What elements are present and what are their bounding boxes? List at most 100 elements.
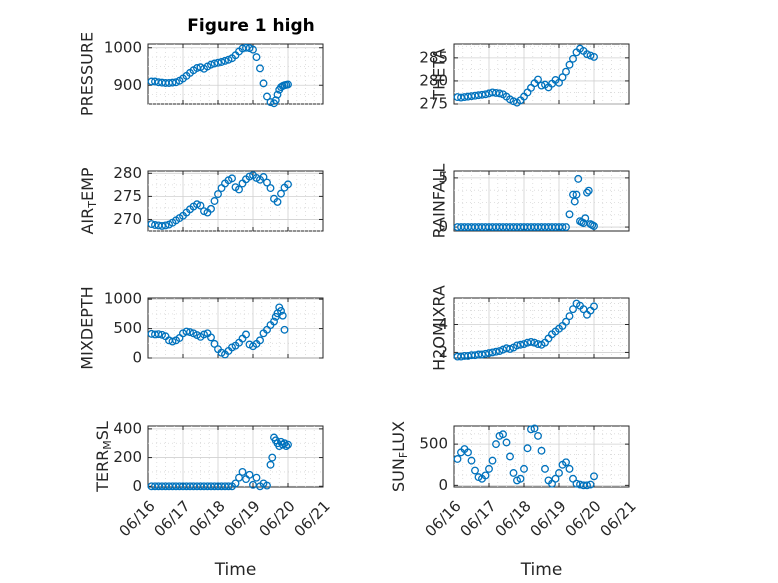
data-point xyxy=(280,325,289,334)
x-tick-label: 06/17 xyxy=(456,497,499,540)
y-tick-label: 0 xyxy=(438,218,448,236)
data-point xyxy=(516,340,525,349)
data-point xyxy=(147,220,156,229)
figure-title: Figure 1 high xyxy=(187,16,315,36)
data-point xyxy=(562,458,570,467)
data-point xyxy=(570,197,579,206)
data-point xyxy=(259,79,268,88)
data-point xyxy=(263,178,271,187)
data-point xyxy=(168,337,177,346)
plot-area xyxy=(147,43,324,105)
axes-5: 0 500 1000 MIXDEPTH xyxy=(78,286,324,370)
data-point xyxy=(495,89,504,98)
x-tick-label: 06/21 xyxy=(290,497,333,540)
x-tick-label: 06/17 xyxy=(150,497,193,540)
data-point xyxy=(590,52,598,61)
data-point xyxy=(158,221,166,230)
data-point xyxy=(207,204,215,213)
data-point xyxy=(284,80,292,89)
data-point xyxy=(277,306,285,315)
data-point xyxy=(583,50,591,59)
data-point xyxy=(527,425,535,434)
x-tick-label: 06/20 xyxy=(561,497,604,540)
data-point xyxy=(590,222,598,231)
y-tick-label: 275 xyxy=(113,187,142,205)
data-point xyxy=(268,453,277,462)
y-tick-label: 280 xyxy=(419,71,448,89)
data-point xyxy=(200,207,208,216)
y-tick-label: 1000 xyxy=(104,290,142,308)
data-point xyxy=(551,474,560,483)
data-point xyxy=(214,58,222,67)
data-point xyxy=(464,448,472,457)
data-point xyxy=(565,464,574,473)
data-point xyxy=(565,210,574,219)
data-point xyxy=(583,481,591,490)
plot-area xyxy=(453,43,630,105)
data-point xyxy=(485,349,493,358)
data-point xyxy=(282,442,291,451)
data-point xyxy=(245,470,254,479)
data-point xyxy=(495,347,504,355)
data-point xyxy=(277,189,285,198)
data-point xyxy=(513,341,521,350)
data-point xyxy=(471,466,479,475)
data-point xyxy=(565,60,574,69)
data-point xyxy=(196,201,205,210)
data-point xyxy=(207,60,215,69)
y-tick-label: 400 xyxy=(113,419,142,437)
data-point xyxy=(530,424,539,433)
data-point xyxy=(161,221,170,230)
data-point xyxy=(266,460,275,469)
data-point xyxy=(200,330,208,339)
data-point xyxy=(273,90,282,99)
y-tick-label: 5 xyxy=(438,168,448,186)
data-point xyxy=(278,311,287,320)
data-point xyxy=(509,469,518,477)
data-point xyxy=(210,339,219,348)
data-point xyxy=(249,45,257,54)
data-point xyxy=(574,174,583,183)
data-point xyxy=(537,81,546,90)
y-tick-label: 0 xyxy=(132,349,142,367)
data-point xyxy=(154,330,163,339)
x-tick-label: 06/18 xyxy=(185,497,228,540)
xlabel-8: Time xyxy=(520,560,563,580)
data-point xyxy=(186,328,194,337)
ylabel-5: MIXDEPTH xyxy=(78,286,97,369)
data-point xyxy=(520,464,528,473)
data-point xyxy=(555,78,563,87)
data-point xyxy=(534,75,542,84)
data-point xyxy=(558,223,567,232)
ylabel-7: TERRMSL xyxy=(93,421,115,493)
x-tick-label: 06/19 xyxy=(220,497,263,540)
data-point xyxy=(478,350,486,359)
x-tick-label: 06/19 xyxy=(526,497,569,540)
data-point xyxy=(481,90,490,99)
data-point xyxy=(488,456,497,465)
x-tick-label: 06/21 xyxy=(596,497,639,540)
data-point xyxy=(235,185,243,194)
data-point xyxy=(520,340,528,348)
data-point xyxy=(266,184,275,193)
data-point xyxy=(516,474,525,483)
data-point xyxy=(590,472,598,481)
data-point xyxy=(527,338,535,346)
y-tick-label: 4 xyxy=(438,315,448,333)
y-tick-label: 500 xyxy=(419,435,448,453)
data-point xyxy=(562,223,570,232)
y-tick-label: 270 xyxy=(113,210,142,228)
x-tick-label: 06/16 xyxy=(421,497,464,540)
y-tick-label: 2 xyxy=(438,343,448,361)
data-point xyxy=(256,336,264,345)
y-tick-label: 200 xyxy=(113,448,142,466)
data-point xyxy=(555,469,563,477)
data-point xyxy=(572,479,581,488)
data-point xyxy=(224,482,233,491)
y-tick-label: 0 xyxy=(438,476,448,494)
data-point xyxy=(478,90,486,99)
